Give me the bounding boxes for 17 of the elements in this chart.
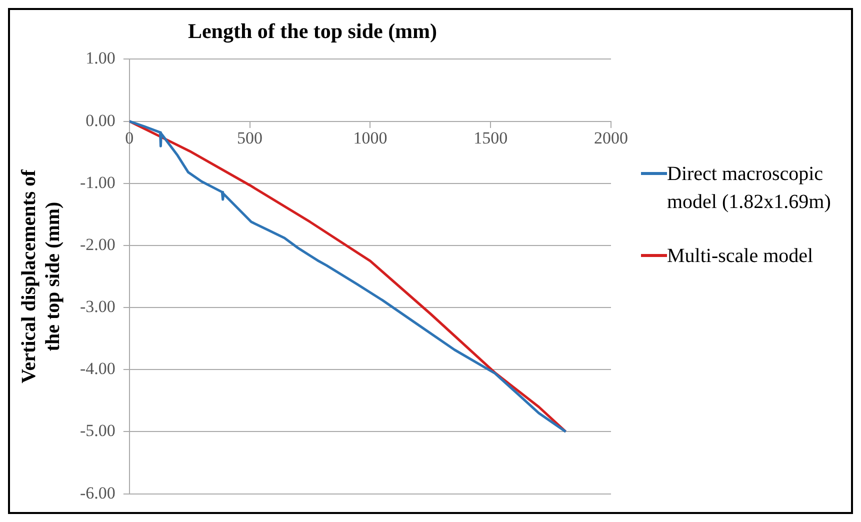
y-tick-label: 1.00	[86, 48, 116, 68]
x-tick-label: 0	[125, 128, 134, 148]
y-tick-label: -4.00	[80, 359, 116, 378]
x-axis-title: Length of the top side (mm)	[188, 19, 438, 44]
legend-label: Direct macroscopic model (1.82x1.69m)	[667, 162, 832, 215]
x-tick-label: 1500	[474, 128, 508, 148]
x-tick-label: 500	[237, 128, 263, 148]
y-axis-title: Vertical displacements of the top side (mm)	[18, 169, 64, 384]
x-tick-label: 2000	[594, 128, 628, 148]
x-tick-label: 1000	[353, 128, 388, 148]
y-tick-label: 0.00	[86, 110, 116, 130]
y-tick-label: -2.00	[80, 234, 116, 254]
y-tick-label: -1.00	[80, 172, 116, 192]
y-tick-label: -3.00	[80, 297, 116, 316]
y-tick-label: -5.00	[80, 421, 116, 440]
y-tick-label: -6.00	[80, 483, 116, 502]
legend-label: Multi-scale model	[667, 244, 814, 269]
